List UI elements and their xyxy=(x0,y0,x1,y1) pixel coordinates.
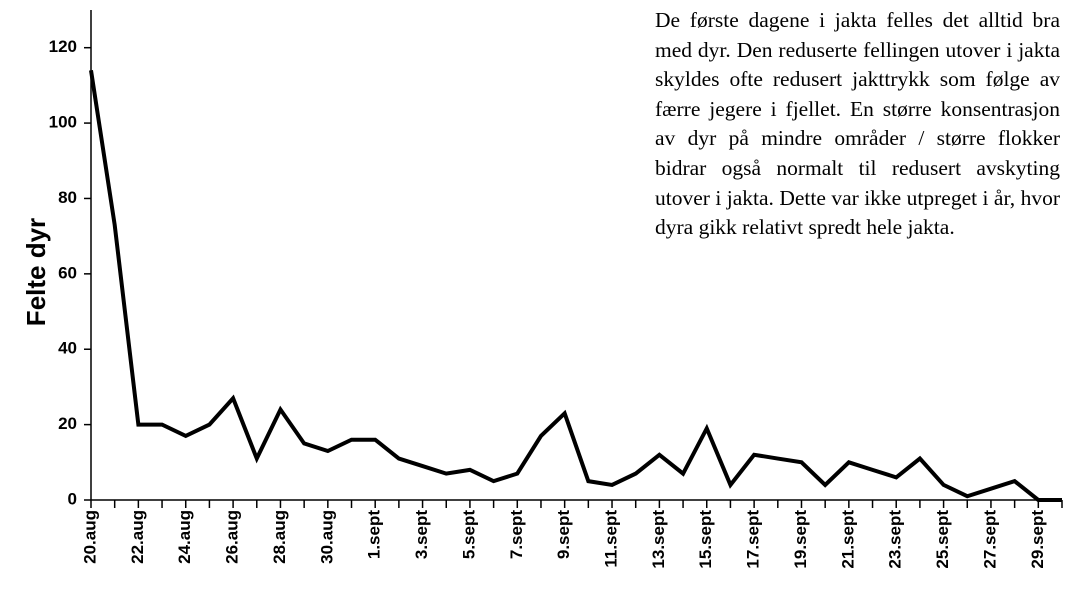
y-tick-label: 40 xyxy=(58,339,77,358)
x-tick-label: 30.aug xyxy=(317,510,336,564)
y-tick-label: 20 xyxy=(58,414,77,433)
x-tick-label: 1.sept xyxy=(365,510,384,559)
x-tick-label: 28.aug xyxy=(270,510,289,564)
y-axis-label: Felte dyr xyxy=(21,218,51,326)
line-series xyxy=(89,70,1062,502)
x-tick-label: 15.sept xyxy=(696,510,715,569)
x-tick-label: 19.sept xyxy=(791,510,810,569)
x-tick-label: 9.sept xyxy=(554,510,573,559)
x-tick-label: 7.sept xyxy=(507,510,526,559)
x-tick-label: 23.sept xyxy=(886,510,905,569)
y-tick-label: 120 xyxy=(49,37,77,56)
x-tick-label: 11.sept xyxy=(602,510,621,568)
x-tick-label: 20.aug xyxy=(80,510,99,564)
x-tick-label: 27.sept xyxy=(980,510,999,569)
y-tick-label: 80 xyxy=(58,188,77,207)
x-tick-label: 21.sept xyxy=(838,510,857,569)
x-tick-label: 17.sept xyxy=(744,510,763,569)
x-tick-label: 22.aug xyxy=(128,510,147,564)
x-tick-label: 24.aug xyxy=(175,510,194,564)
x-tick-label: 25.sept xyxy=(933,510,952,569)
x-tick-label: 5.sept xyxy=(459,510,478,559)
x-tick-label: 26.aug xyxy=(223,510,242,564)
y-tick-label: 60 xyxy=(58,263,77,282)
y-tick-label: 100 xyxy=(49,113,77,132)
y-tick-label: 0 xyxy=(68,489,77,508)
x-tick-label: 13.sept xyxy=(649,510,668,569)
x-tick-label: 29.sept xyxy=(1028,510,1047,569)
x-tick-label: 3.sept xyxy=(412,510,431,559)
annotation: De første dagene i jakta felles det allt… xyxy=(655,8,1060,240)
